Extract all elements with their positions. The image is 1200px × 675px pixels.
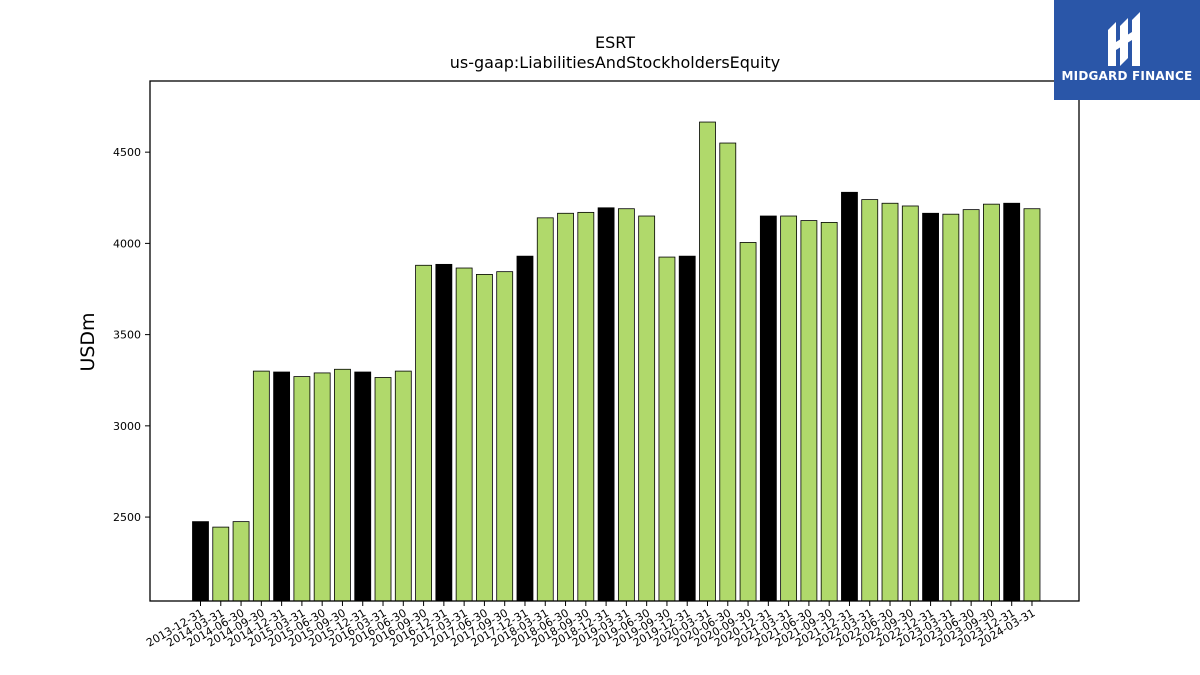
chart-subtitle: us-gaap:LiabilitiesAndStockholdersEquity [450, 53, 781, 72]
bar-2018-06-30 [557, 212, 574, 602]
y-axis-label: USDm [77, 312, 99, 371]
logo-text: MIDGARD FINANCE [1061, 69, 1193, 83]
bar-2017-03-31 [455, 267, 473, 602]
x-ticks-group: 2013-12-312014-03-312014-06-302014-09-30… [144, 601, 1037, 650]
bar-2016-12-31 [435, 263, 453, 602]
bar-2018-09-30 [577, 211, 595, 602]
bar-2021-06-30 [800, 220, 818, 602]
bar-2023-06-30 [962, 209, 980, 602]
bar-2019-09-30 [658, 256, 676, 602]
bar-2018-12-31 [597, 207, 615, 602]
bar-2024-03-31 [1023, 208, 1041, 602]
bar-2015-06-30 [313, 372, 331, 602]
bar-2014-06-30 [232, 521, 250, 602]
y-tick-label: 2500 [113, 511, 141, 524]
bar-2021-03-31 [780, 215, 798, 602]
bar-2013-12-31 [192, 521, 209, 602]
y-tick-label: 3500 [113, 329, 141, 342]
y-tick-label: 3000 [113, 420, 141, 433]
bar-2020-06-30 [719, 142, 737, 602]
plot-frame [149, 80, 1080, 602]
bar-2018-03-31 [536, 217, 554, 602]
bar-2021-12-31 [841, 191, 858, 602]
bar-2015-09-30 [334, 368, 351, 602]
brand-logo: MIDGARD FINANCE [1054, 0, 1200, 100]
y-ticks-group: 2500 3000 3500 4000 4500 [113, 146, 150, 524]
chart-title: ESRT [595, 33, 635, 52]
y-tick-label: 4500 [113, 146, 141, 159]
bar-2016-06-30 [394, 370, 412, 602]
bar-2014-03-31 [212, 526, 230, 602]
bar-2016-03-31 [374, 377, 392, 602]
bar-2023-12-31 [1003, 202, 1021, 602]
bar-2020-03-31 [699, 121, 716, 602]
bar-2020-09-30 [739, 242, 757, 602]
midgard-logo-icon [1108, 12, 1140, 66]
bar-2021-09-30 [820, 221, 838, 602]
bar-2017-12-31 [516, 255, 534, 602]
bar-2015-12-31 [354, 371, 372, 602]
bar-2022-09-30 [901, 205, 919, 602]
bar-2017-06-30 [476, 273, 493, 602]
bar-2014-12-31 [273, 371, 291, 602]
bar-2022-12-31 [922, 212, 939, 602]
bar-2022-03-31 [861, 199, 879, 602]
bar-2023-09-30 [983, 203, 1000, 602]
bar-2015-03-31 [293, 376, 311, 602]
bar-2022-06-30 [881, 202, 899, 602]
bars-group [192, 121, 1041, 602]
bar-2020-12-31 [759, 215, 777, 602]
bar-2019-03-31 [617, 208, 635, 602]
bar-2023-03-31 [942, 213, 960, 602]
y-tick-label: 4000 [113, 237, 141, 250]
bar-2019-06-30 [638, 215, 656, 602]
bar-2014-09-30 [252, 370, 270, 602]
bar-2017-09-30 [496, 271, 514, 602]
bar-2016-09-30 [415, 264, 432, 602]
bar-2019-12-31 [678, 255, 696, 602]
